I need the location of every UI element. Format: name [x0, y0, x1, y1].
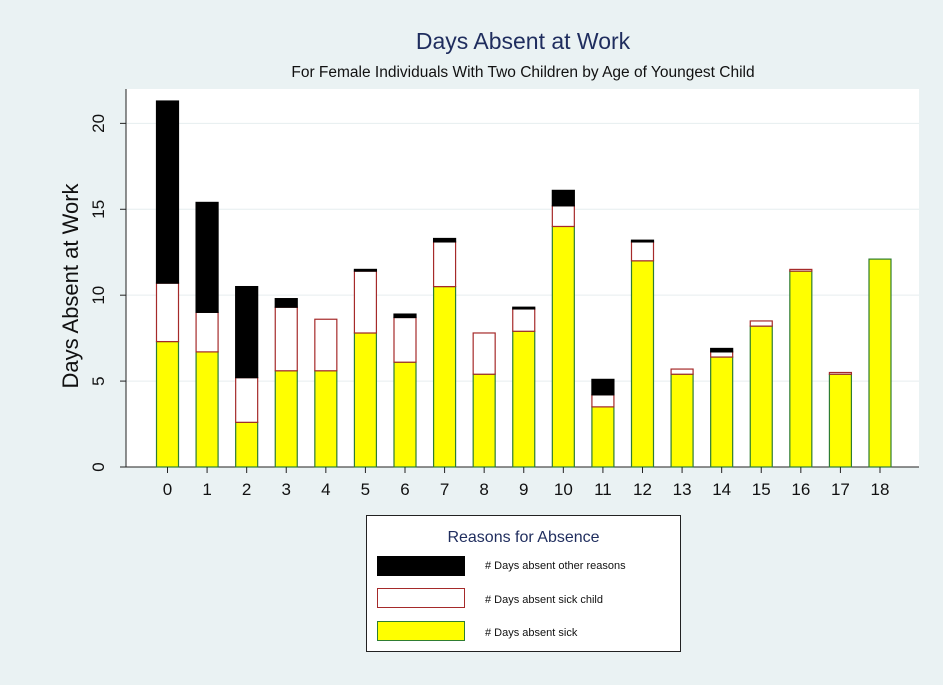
- bar-sick-child-1: [195, 311, 219, 353]
- bar-other-reasons-9: [512, 306, 536, 310]
- bar-sick-3: [274, 370, 298, 468]
- y-tick-label: 10: [89, 286, 108, 305]
- legend-title: Reasons for Absence: [447, 529, 600, 546]
- bar-sick-child-2: [235, 377, 259, 423]
- x-tick-label: 5: [361, 480, 370, 499]
- legend-swatch-other-reasons: [377, 556, 465, 576]
- bar-sick-child-10: [551, 205, 575, 228]
- bar-sick-2: [235, 421, 259, 468]
- bar-other-reasons-10: [551, 189, 575, 207]
- bar-sick-child-0: [155, 282, 180, 343]
- bar-sick-8: [472, 373, 496, 468]
- legend: Reasons for Absence # Days absent other …: [366, 515, 681, 652]
- y-tick-label: 0: [89, 462, 108, 471]
- bar-other-reasons-5: [353, 268, 378, 272]
- bar-sick-child-17: [828, 371, 853, 375]
- bar-other-reasons-7: [432, 237, 457, 243]
- bar-sick-child-11: [591, 394, 615, 408]
- bar-other-reasons-12: [630, 239, 655, 243]
- bar-other-reasons-3: [274, 298, 298, 308]
- bar-sick-15: [749, 325, 773, 468]
- bar-sick-child-7: [432, 241, 457, 288]
- legend-label-sick: # Days absent sick: [485, 627, 578, 639]
- bar-sick-7: [432, 285, 457, 468]
- bar-other-reasons-2: [235, 285, 259, 379]
- bar-sick-child-4: [314, 318, 338, 372]
- x-tick-label: 12: [633, 480, 652, 499]
- bar-sick-child-6: [393, 316, 417, 363]
- chart-title: Days Absent at Work: [415, 28, 631, 54]
- x-tick-label: 13: [673, 480, 692, 499]
- bar-sick-child-5: [353, 270, 378, 334]
- x-tick-label: 1: [202, 480, 211, 499]
- y-tick-label: 20: [89, 114, 108, 133]
- bar-other-reasons-1: [195, 201, 219, 313]
- bar-other-reasons-6: [393, 313, 417, 319]
- bar-sick-child-12: [630, 241, 655, 262]
- x-tick-label: 8: [479, 480, 488, 499]
- x-tick-label: 6: [400, 480, 409, 499]
- x-tick-label: 11: [594, 480, 612, 499]
- bar-sick-child-15: [749, 320, 773, 327]
- bar-sick-child-8: [472, 332, 496, 375]
- bar-sick-13: [670, 373, 694, 468]
- bar-sick-10: [551, 225, 575, 468]
- x-tick-label: 18: [871, 480, 890, 499]
- y-tick-label: 5: [89, 376, 108, 385]
- x-tick-label: 14: [712, 480, 731, 499]
- bar-sick-child-16: [789, 268, 813, 272]
- legend-swatch-sick: [377, 621, 465, 641]
- legend-swatch-sick-child: [377, 588, 465, 608]
- bar-sick-child-3: [274, 306, 298, 372]
- bar-other-reasons-11: [591, 378, 615, 396]
- bar-sick-17: [828, 373, 853, 468]
- x-tick-label: 16: [791, 480, 810, 499]
- y-axis-label: Days Absent at Work: [58, 182, 83, 388]
- bar-other-reasons-0: [155, 100, 180, 284]
- bar-sick-child-14: [710, 351, 734, 358]
- bar-sick-child-9: [512, 308, 536, 332]
- x-tick-label: 10: [554, 480, 573, 499]
- bar-sick-4: [314, 370, 338, 468]
- x-tick-label: 2: [242, 480, 251, 499]
- bar-other-reasons-14: [710, 347, 734, 353]
- bar-sick-child-13: [670, 368, 694, 375]
- x-tick-label: 0: [163, 480, 172, 499]
- x-tick-label: 17: [831, 480, 850, 499]
- bar-sick-9: [512, 330, 536, 468]
- bar-sick-6: [393, 361, 417, 468]
- bar-sick-16: [789, 270, 813, 468]
- legend-label-sick-child: # Days absent sick child: [485, 594, 603, 606]
- bar-sick-12: [630, 260, 655, 468]
- bar-sick-0: [155, 340, 180, 468]
- bar-sick-1: [195, 351, 219, 468]
- x-tick-label: 4: [321, 480, 330, 499]
- bar-sick-18: [868, 258, 892, 468]
- legend-label-other-reasons: # Days absent other reasons: [485, 560, 626, 572]
- bar-sick-11: [591, 406, 615, 468]
- x-tick-label: 7: [440, 480, 449, 499]
- bar-sick-14: [710, 356, 734, 468]
- bar-sick-5: [353, 332, 378, 468]
- chart-subtitle: For Female Individuals With Two Children…: [291, 64, 755, 81]
- y-tick-label: 15: [89, 200, 108, 219]
- x-tick-label: 3: [282, 480, 291, 499]
- x-tick-label: 15: [752, 480, 771, 499]
- x-tick-label: 9: [519, 480, 528, 499]
